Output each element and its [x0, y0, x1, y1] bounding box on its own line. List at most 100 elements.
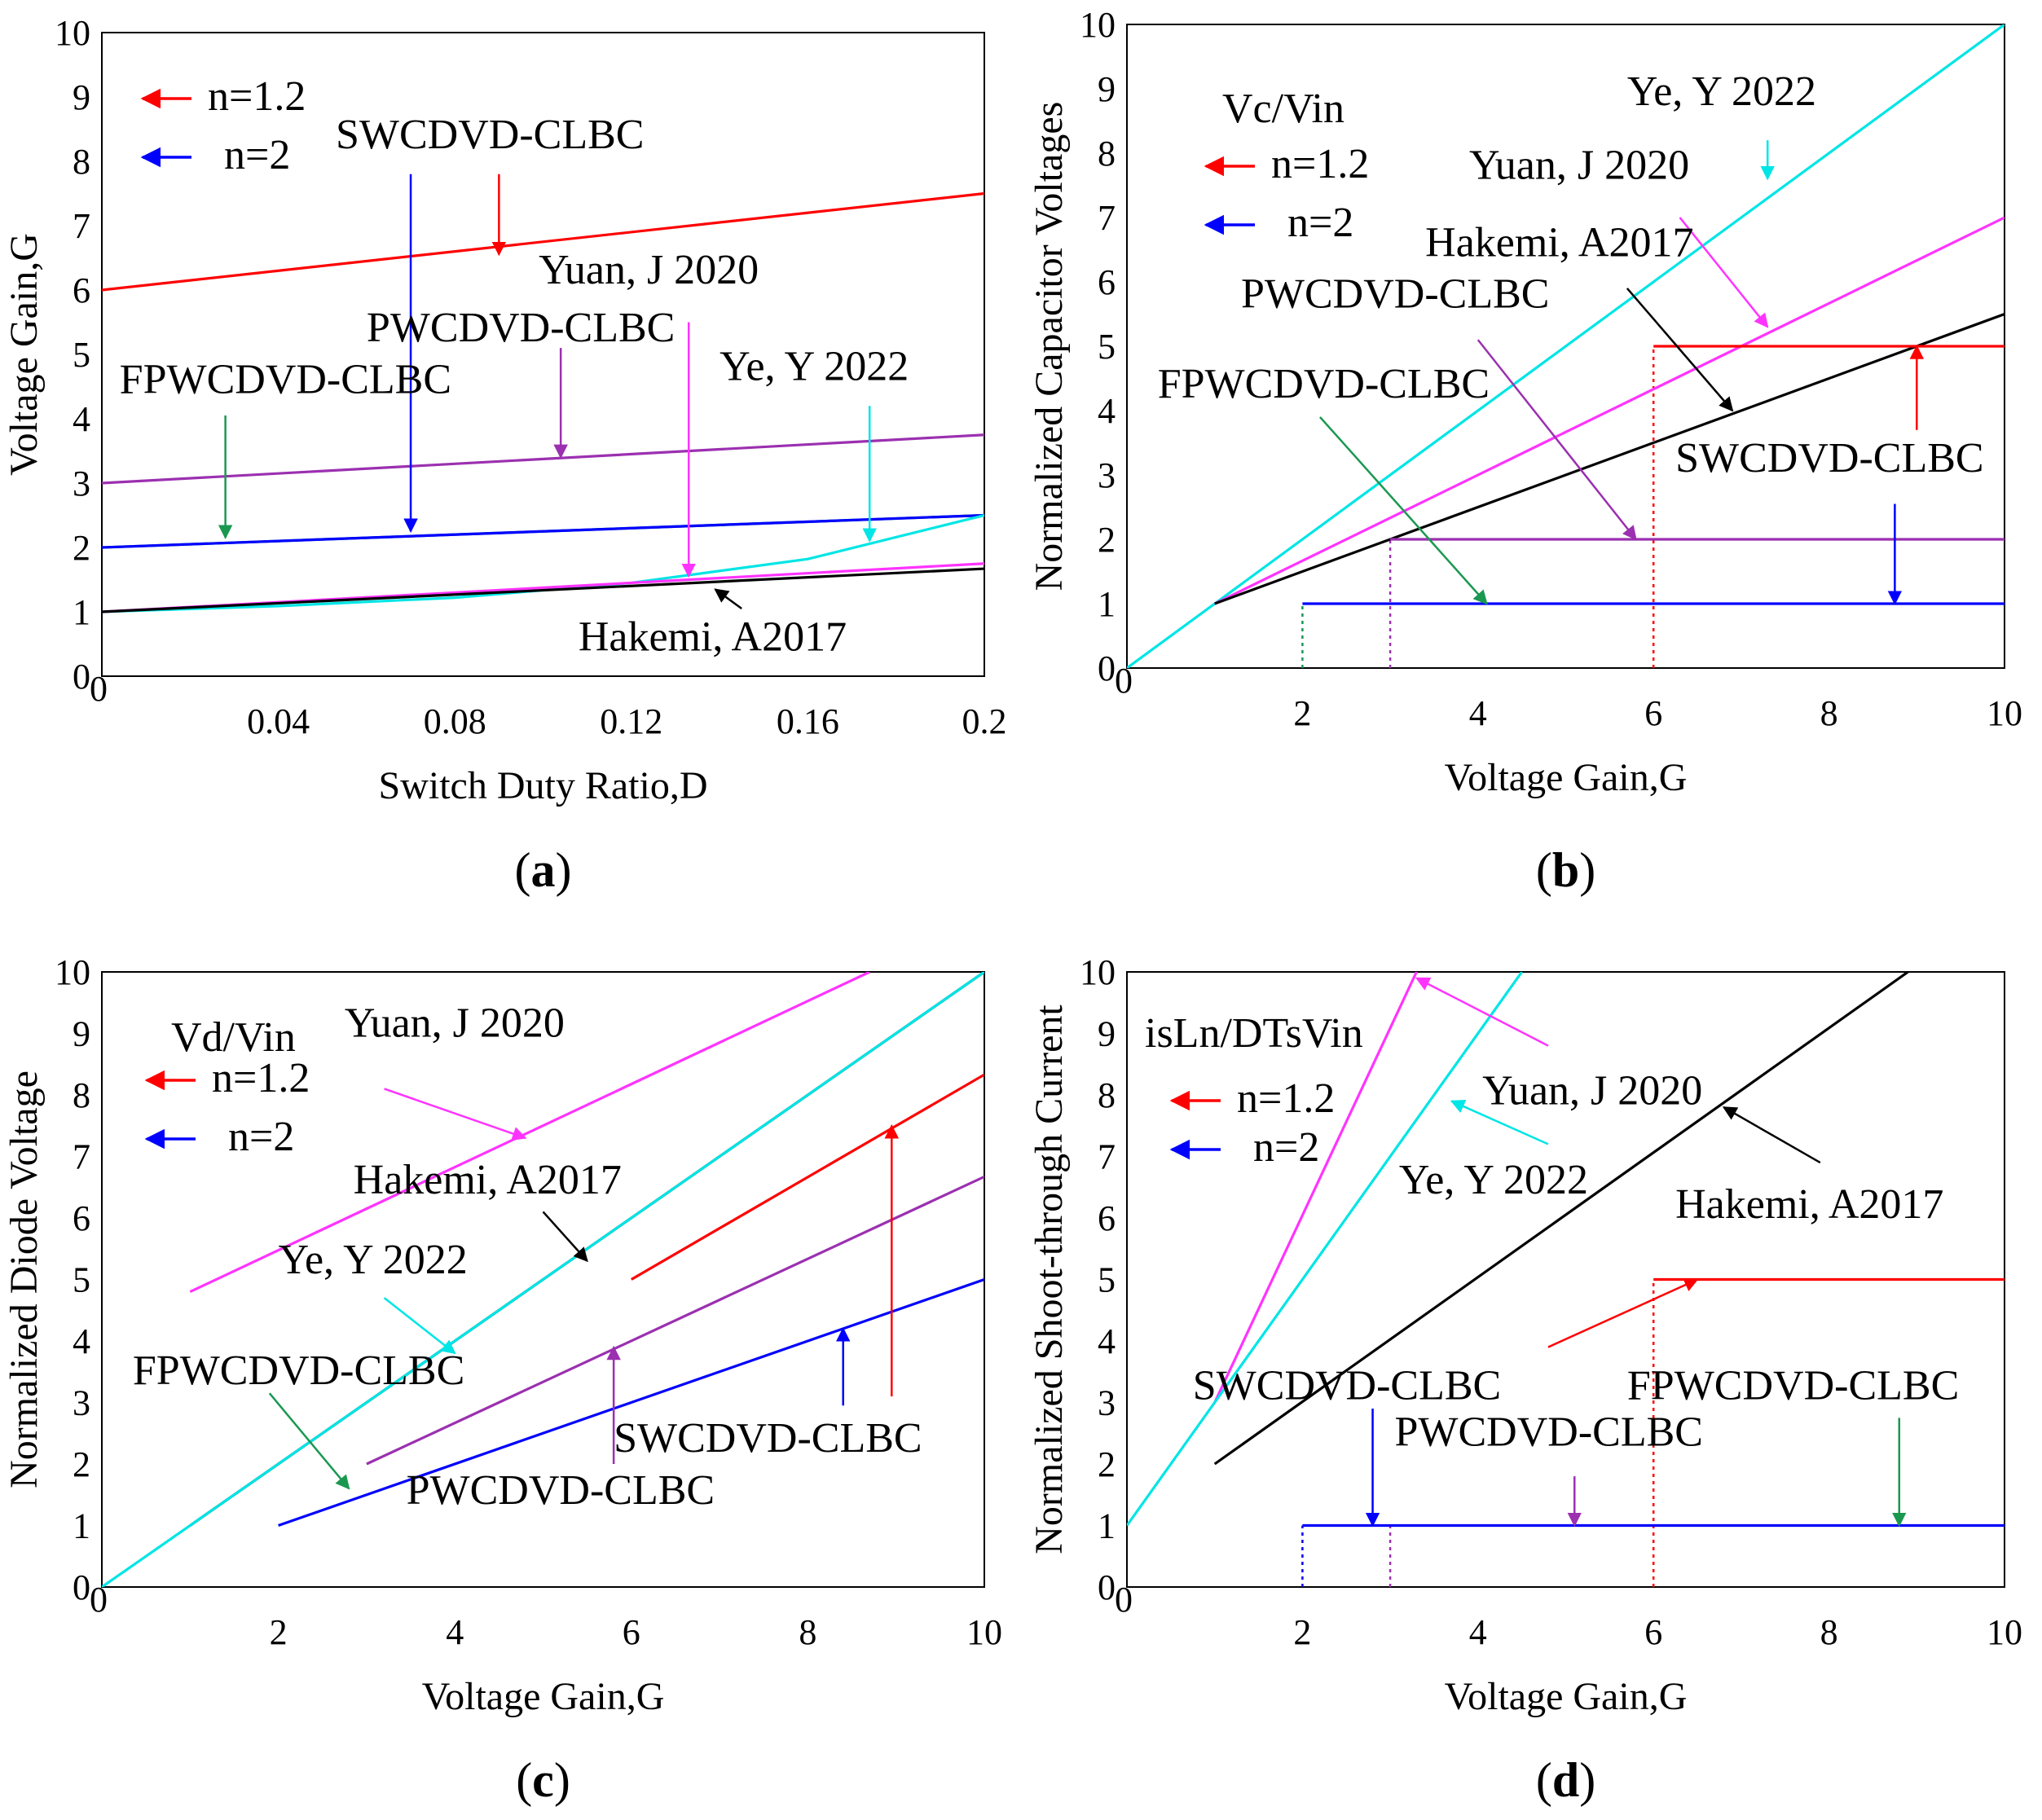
y-tick-label: 5: [73, 1260, 90, 1300]
annotation-label: SWCDVD-CLBC: [336, 112, 644, 158]
y-axis-label: Normalized Capacitor Voltages: [1028, 102, 1071, 591]
y-tick-label: 0: [73, 657, 90, 697]
annotation-arrow: [1450, 1099, 1549, 1145]
y-tick-label: 1: [73, 592, 90, 632]
panel-label: (a): [515, 843, 572, 897]
y-tick-label: 3: [73, 464, 90, 503]
y-tick-label: 6: [73, 270, 90, 310]
series-line-pwcdvd-clbc: [366, 1175, 984, 1466]
series-line-yuan-j-2020: [1213, 972, 1418, 1404]
x-axis-label: Voltage Gain,G: [422, 1675, 665, 1718]
annotation-label: FPWCDVD-CLBC: [1627, 1363, 1959, 1409]
y-tick-label: 7: [73, 206, 90, 246]
legend-label: n=1.2: [212, 1055, 310, 1101]
legend-label: n=2: [1253, 1124, 1319, 1171]
y-tick-label: 4: [1098, 1321, 1116, 1361]
data-layer: [1127, 972, 2005, 1587]
annotation-label: SWCDVD-CLBC: [1193, 1363, 1501, 1409]
annotation-label: Hakemi, A2017: [354, 1157, 622, 1203]
legend-label: n=1.2: [1237, 1075, 1335, 1122]
annotation-label: Yuan, J 2020: [539, 247, 759, 293]
y-tick-label: 4: [73, 399, 90, 439]
panel-label: (c): [516, 1753, 570, 1807]
annotation-label: Hakemi, A2017: [1675, 1181, 1943, 1228]
y-tick-label: 5: [1098, 327, 1116, 367]
x-tick-label: 10: [1987, 1612, 2022, 1652]
x-tick-label: 6: [1644, 693, 1662, 733]
y-tick-label: 2: [1098, 520, 1116, 560]
legend-label: n=2: [228, 1114, 294, 1160]
annotation-label: Ye, Y 2022: [1399, 1157, 1588, 1203]
annotation-label: Yuan, J 2020: [1482, 1067, 1702, 1114]
y-tick-label: 6: [1098, 262, 1116, 302]
y-tick-label: 3: [1098, 1383, 1116, 1423]
annotation-arrow: [1415, 977, 1549, 1047]
y-tick-label: 10: [55, 952, 90, 992]
panel-label: (b): [1536, 843, 1595, 897]
x-tick-label: 0: [90, 1580, 108, 1620]
y-tick-label: 10: [55, 13, 90, 53]
y-tick-label: 8: [1098, 134, 1116, 174]
x-tick-label: 2: [1293, 1612, 1311, 1652]
legend-label: n=2: [1287, 200, 1353, 246]
x-axis-label: Switch Duty Ratio,D: [379, 764, 708, 807]
y-tick-label: 2: [73, 1444, 90, 1484]
annotation-label: Ye, Y 2022: [1627, 68, 1816, 115]
y-tick-label: 9: [1098, 69, 1116, 109]
annotation-label: PWCDVD-CLBC: [1394, 1409, 1702, 1455]
chart-subtitle: isLn/DTsVin: [1145, 1010, 1363, 1057]
y-tick-label: 2: [73, 528, 90, 568]
chart-subtitle: Vc/Vin: [1222, 86, 1344, 132]
y-tick-label: 5: [1098, 1260, 1116, 1300]
annotation-arrow: [1547, 1278, 1699, 1348]
x-tick-label: 4: [1469, 693, 1487, 733]
annotation-label: PWCDVD-CLBC: [367, 305, 675, 351]
y-axis-label: Normalized Diode Voltage: [2, 1070, 46, 1488]
x-tick-label: 2: [270, 1612, 288, 1652]
legend-label: n=1.2: [208, 73, 306, 120]
series-line-ye-y-2022: [102, 513, 984, 613]
x-tick-label: 0: [1115, 661, 1133, 701]
x-tick-label: 8: [1820, 693, 1838, 733]
x-tick-label: 2: [1293, 693, 1311, 733]
data-layer: [1127, 24, 2005, 668]
x-tick-label: 0: [90, 669, 108, 709]
x-tick-label: 0.12: [600, 701, 662, 741]
x-tick-label: 0.08: [424, 701, 486, 741]
y-tick-label: 1: [73, 1506, 90, 1546]
y-tick-label: 8: [1098, 1075, 1116, 1115]
x-tick-label: 4: [446, 1612, 464, 1652]
y-tick-label: 3: [73, 1383, 90, 1423]
chart-subtitle: Vd/Vin: [171, 1014, 296, 1061]
annotation-arrow: [714, 588, 742, 610]
x-tick-label: 10: [1987, 693, 2022, 733]
y-tick-label: 0: [73, 1567, 90, 1607]
x-tick-label: 0.2: [962, 701, 1007, 741]
annotation-arrow: [384, 1088, 527, 1141]
legend-label: n=1.2: [1271, 141, 1369, 187]
y-tick-label: 0: [1098, 648, 1116, 688]
y-tick-label: 1: [1098, 584, 1116, 624]
data-layer: [102, 191, 984, 613]
annotation-label: Ye, Y 2022: [279, 1237, 468, 1283]
series-line-yuan-j-2020: [189, 972, 870, 1294]
annotation-arrow: [268, 1392, 350, 1490]
x-tick-label: 10: [966, 1612, 1002, 1652]
y-tick-label: 3: [1098, 455, 1116, 495]
x-axis-label: Voltage Gain,G: [1445, 756, 1688, 799]
series-line-swcdvd-clbc-n-2: [102, 513, 984, 549]
series-line-pwcdvd-clbc: [102, 433, 984, 485]
annotation-arrow: [1722, 1106, 1821, 1164]
y-tick-label: 6: [73, 1198, 90, 1238]
annotation-label: PWCDVD-CLBC: [407, 1467, 715, 1514]
annotation-label: Yuan, J 2020: [1469, 143, 1689, 189]
annotation-label: SWCDVD-CLBC: [614, 1415, 922, 1462]
annotation-label: SWCDVD-CLBC: [1675, 435, 1983, 481]
y-tick-label: 4: [1098, 391, 1116, 431]
series-line-ye-y-2022: [1127, 24, 2005, 668]
annotation-label: Yuan, J 2020: [345, 1000, 565, 1046]
y-tick-label: 9: [73, 1014, 90, 1054]
plot-frame: [101, 32, 985, 677]
